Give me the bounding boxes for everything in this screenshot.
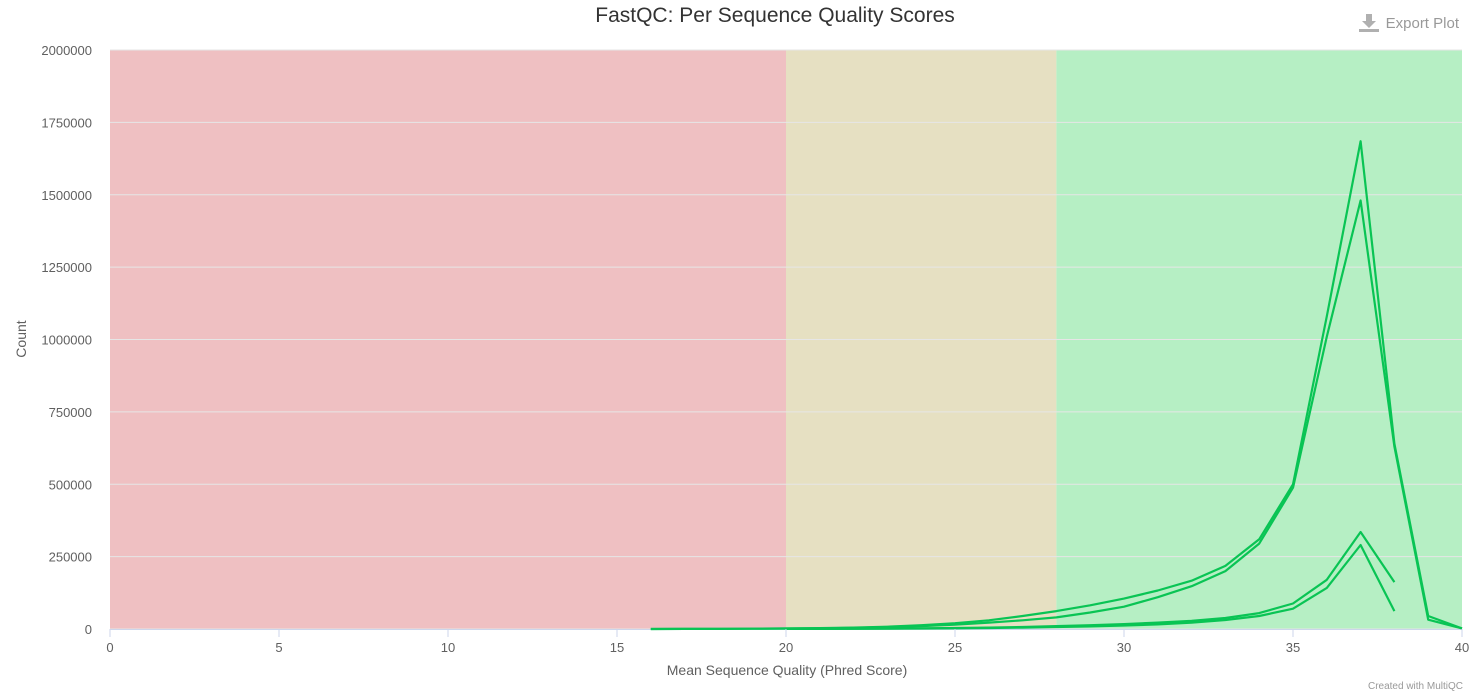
y-tick-label: 1750000 — [41, 115, 92, 130]
x-axis-title: Mean Sequence Quality (Phred Score) — [667, 662, 907, 678]
export-plot-button[interactable]: Export Plot — [1358, 10, 1459, 36]
y-tick-label: 250000 — [49, 550, 92, 565]
download-icon — [1358, 14, 1379, 32]
x-tick-label: 25 — [948, 640, 962, 655]
x-tick-label: 10 — [441, 640, 455, 655]
chart-title: FastQC: Per Sequence Quality Scores — [595, 4, 955, 27]
x-tick-label: 20 — [779, 640, 793, 655]
x-tick-label: 5 — [275, 640, 282, 655]
credit-text: Created with MultiQC — [1367, 681, 1463, 692]
x-tick-label: 0 — [106, 640, 113, 655]
y-tick-label: 1000000 — [41, 333, 92, 348]
y-tick-label: 1250000 — [41, 260, 92, 275]
y-tick-label: 1500000 — [41, 188, 92, 203]
x-tick-label: 35 — [1286, 640, 1300, 655]
y-tick-label: 750000 — [49, 405, 92, 420]
y-tick-label: 2000000 — [41, 43, 92, 58]
export-plot-label: Export Plot — [1385, 14, 1459, 32]
x-tick-label: 15 — [610, 640, 624, 655]
x-tick-label: 40 — [1455, 640, 1469, 655]
y-axis-title: Count — [13, 320, 29, 357]
series-line-4[interactable] — [786, 543, 1396, 631]
x-tick-label: 30 — [1117, 640, 1131, 655]
y-tick-label: 500000 — [49, 477, 92, 492]
y-tick-label: 0 — [85, 622, 92, 637]
